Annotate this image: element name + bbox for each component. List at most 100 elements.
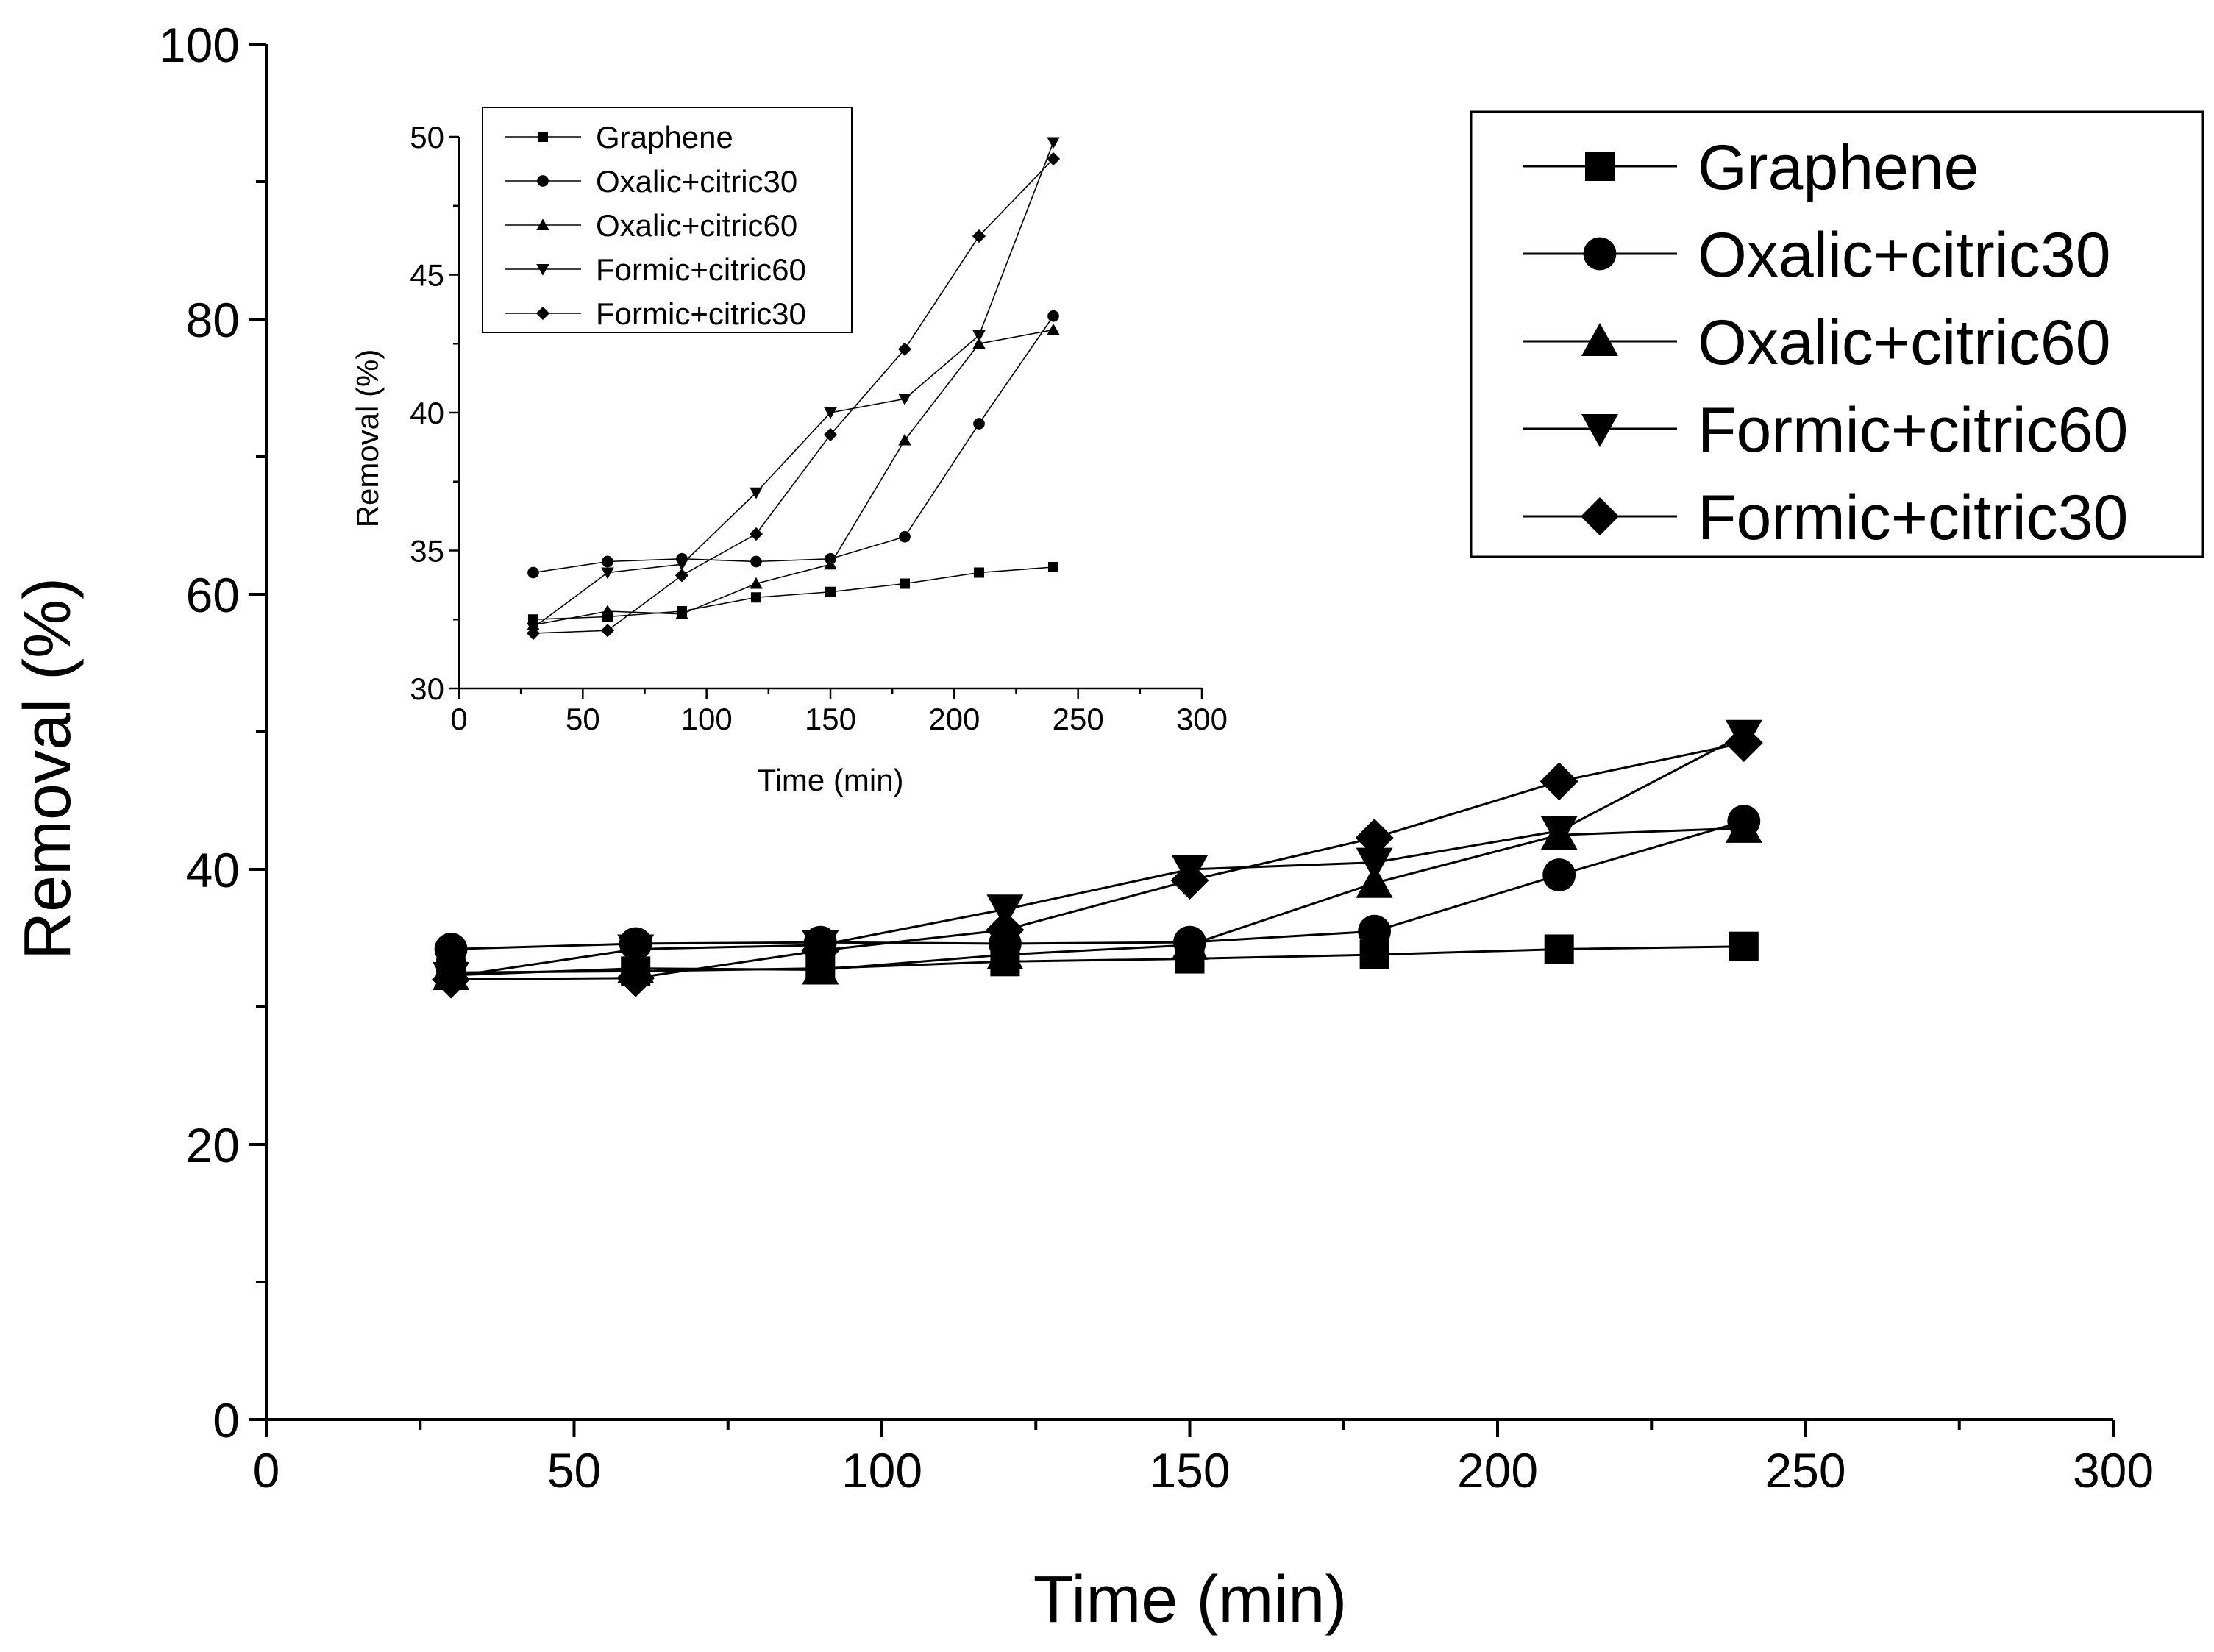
inset-series-line-formic-citric60 xyxy=(533,142,1054,629)
inset-point-oxalic-citric30 xyxy=(1047,310,1059,322)
inset-point-formic-citric60 xyxy=(972,330,986,342)
inset-legend: Graphene Oxalic+citric30 Oxalic+citric60 Fo… xyxy=(482,107,853,333)
main-point-formic-citric60 xyxy=(1540,816,1578,850)
main-legend-label-formic-citric60: Formic+citric60 xyxy=(1698,395,2128,466)
inset-point-oxalic-citric30 xyxy=(750,555,762,568)
main-point-formic-citric30 xyxy=(1540,762,1578,801)
inset-point-formic-citric30 xyxy=(972,229,986,243)
inset-y-tick-label: 40 xyxy=(410,396,444,430)
main-point-formic-citric30 xyxy=(1355,818,1394,857)
inset-point-formic-citric60 xyxy=(750,487,763,499)
inset-y-axis-label: Removal (%) xyxy=(350,349,385,528)
inset-point-oxalic-citric30 xyxy=(973,418,985,430)
main-x-tick-label: 0 xyxy=(253,1443,280,1498)
inset-point-oxalic-citric60 xyxy=(750,577,763,589)
main-x-tick-label: 200 xyxy=(1457,1443,1538,1498)
main-y-tick-label: 40 xyxy=(186,843,240,897)
inset-legend-box xyxy=(482,107,853,333)
inset-series-line-formic-citric30 xyxy=(533,158,1054,634)
inset-point-oxalic-citric30 xyxy=(899,530,911,543)
main-legend-label-graphene: Graphene xyxy=(1698,132,1979,203)
inset-legend-label-formic-citric60: Formic+citric60 xyxy=(596,252,806,287)
main-y-axis-label: Removal (%) xyxy=(11,577,85,960)
main-series-lines xyxy=(450,733,1745,981)
main-x-tick-label: 300 xyxy=(2073,1443,2154,1498)
main-legend-marker-formic-citric30 xyxy=(1581,497,1619,535)
inset-point-oxalic-citric30 xyxy=(527,566,539,579)
main-series-line-graphene xyxy=(451,945,1744,974)
inset-point-graphene xyxy=(974,567,984,578)
inset-point-oxalic-citric30 xyxy=(602,555,613,568)
main-y-tick-label: 80 xyxy=(186,293,240,347)
inset-point-oxalic-citric60 xyxy=(824,558,837,570)
inset-x-tick-label: 200 xyxy=(928,702,980,736)
main-point-oxalic-citric30 xyxy=(1542,858,1576,891)
main-point-oxalic-citric30 xyxy=(1358,914,1391,948)
main-series-line-formic-citric60 xyxy=(450,733,1745,978)
main-point-graphene xyxy=(1544,934,1574,964)
inset-point-formic-citric60 xyxy=(824,407,837,419)
main-x-tick-label: 50 xyxy=(547,1443,601,1498)
main-y-tick-label: 20 xyxy=(186,1118,240,1172)
inset-legend-marker-formic-citric30 xyxy=(535,306,550,321)
main-legend-label-oxalic-citric30: Oxalic+citric30 xyxy=(1698,220,2111,291)
main-legend-marker-graphene xyxy=(1585,152,1615,181)
main-y-tick-label: 100 xyxy=(159,18,240,72)
main-point-formic-citric60 xyxy=(1356,847,1393,881)
main-legend-label-formic-citric30: Formic+citric30 xyxy=(1698,483,2128,553)
inset-legend-label-oxalic-citric30: Oxalic+citric30 xyxy=(596,164,797,199)
main-y-tick-label: 0 xyxy=(213,1393,240,1448)
main-point-oxalic-citric60 xyxy=(1356,864,1393,898)
inset-x-tick-label: 300 xyxy=(1176,702,1228,736)
main-ticks xyxy=(249,43,2115,1437)
inset-point-formic-citric30 xyxy=(823,427,838,442)
inset-y-tick-label: 35 xyxy=(410,534,444,569)
main-point-oxalic-citric60 xyxy=(1171,926,1209,960)
inset-point-formic-citric60 xyxy=(601,567,614,580)
main-point-formic-citric30 xyxy=(801,931,840,970)
main-point-oxalic-citric60 xyxy=(1725,809,1762,843)
main-point-formic-citric30 xyxy=(1170,861,1209,900)
main-legend-entries: Graphene Oxalic+citric30 Oxalic+citric60 Fo… xyxy=(1523,132,2128,553)
inset-series-line-oxalic-citric30 xyxy=(533,316,1054,574)
inset-point-oxalic-citric60 xyxy=(601,605,614,616)
main-point-oxalic-citric30 xyxy=(434,933,468,966)
inset-legend-marker-graphene xyxy=(538,132,548,142)
inset-legend-marker-formic-citric60 xyxy=(536,264,549,276)
inset-x-axis-label: Time (min) xyxy=(757,763,903,797)
inset-point-formic-citric60 xyxy=(898,394,911,405)
main-x-tick-label: 100 xyxy=(841,1443,922,1498)
inset-legend-entries: Graphene Oxalic+citric30 Oxalic+citric60 Fo… xyxy=(505,120,806,331)
inset-series-line-oxalic-citric60 xyxy=(533,329,1054,626)
main-legend-marker-formic-citric60 xyxy=(1581,414,1618,447)
inset-point-formic-citric30 xyxy=(674,569,689,583)
main-point-formic-citric30 xyxy=(616,958,655,997)
inset-series-markers xyxy=(526,137,1061,641)
inset-ticks xyxy=(449,135,1203,699)
inset-x-tick-label: 0 xyxy=(450,702,467,736)
inset-point-formic-citric30 xyxy=(749,527,763,541)
main-point-formic-citric60 xyxy=(617,934,655,968)
main-point-oxalic-citric60 xyxy=(986,936,1024,969)
main-legend: Graphene Oxalic+citric30 Oxalic+citric60 Fo… xyxy=(1470,110,2204,558)
inset-point-oxalic-citric60 xyxy=(675,608,688,619)
inset-point-oxalic-citric60 xyxy=(1047,323,1060,335)
inset-x-tick-label: 100 xyxy=(681,702,733,736)
inset-legend-label-graphene: Graphene xyxy=(596,120,733,154)
main-y-tick-label: 60 xyxy=(186,568,240,622)
inset-point-formic-citric60 xyxy=(1047,137,1060,149)
main-x-tick-label: 250 xyxy=(1765,1443,1845,1498)
inset-y-tick-label: 30 xyxy=(410,672,444,706)
main-legend-marker-oxalic-citric30 xyxy=(1583,237,1617,271)
inset-point-oxalic-citric60 xyxy=(972,337,986,349)
inset-point-graphene xyxy=(900,578,910,589)
inset-x-tick-label: 250 xyxy=(1053,702,1104,736)
inset-point-formic-citric30 xyxy=(600,624,615,638)
inset-legend-marker-oxalic-citric60 xyxy=(536,218,549,230)
inset-point-formic-citric30 xyxy=(897,342,912,356)
inset-point-formic-citric30 xyxy=(1046,152,1061,166)
inset-series-line-graphene xyxy=(533,566,1054,621)
main-legend-marker-oxalic-citric60 xyxy=(1581,323,1618,356)
